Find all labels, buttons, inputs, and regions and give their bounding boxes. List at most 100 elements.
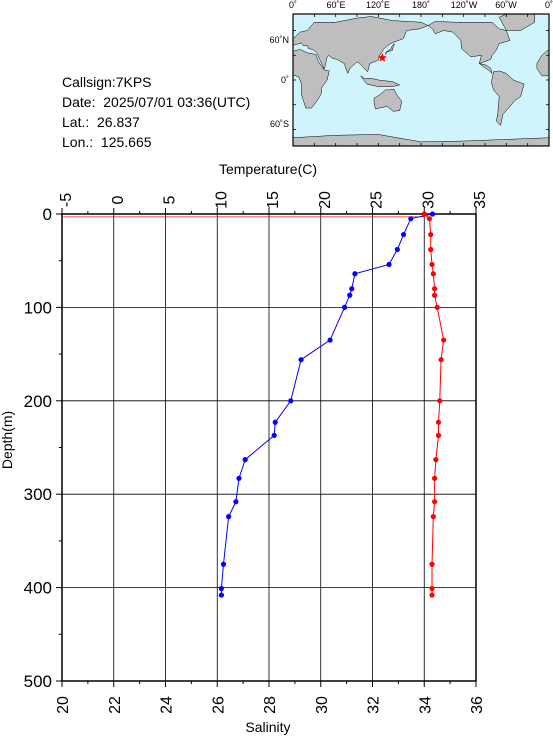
plot-area: -5 0 5 10 15 20 25 30 35 20 22 24 26 28 30 32 34 36 0 100… [0, 161, 489, 735]
world-map: 0˚ 60˚E 120˚E 180˚ 120˚W 60˚W 0˚ 60˚N 0˚… [269, 0, 553, 147]
temperature-point [218, 585, 224, 592]
longitude-label: Lon.: 125.665 [62, 134, 152, 150]
station-info: Callsign:7KPS Date: 2025/07/01 03:36(UTC… [62, 72, 250, 152]
temperature-point [288, 398, 294, 404]
temperature-point [233, 499, 239, 505]
map-ticks [292, 14, 550, 146]
depth-tick-label: 0 [43, 205, 52, 224]
salinity-point [434, 304, 440, 310]
temperature-point [341, 304, 348, 310]
salinity-point [429, 261, 435, 268]
salinity-point [435, 419, 442, 425]
map-top-label-2: 120˚E [366, 0, 390, 10]
salinity-point [426, 216, 433, 222]
landmass-south-america [491, 70, 525, 126]
depth-tick-label: 500 [24, 672, 52, 691]
latitude-label: Lat.: 26.837 [62, 114, 140, 130]
temperature-point [400, 231, 407, 238]
temperature-point [347, 292, 353, 298]
map-left-label-1: 0˚ [281, 75, 289, 85]
map-top-label-5: 60˚W [495, 0, 517, 10]
temperature-point [298, 357, 304, 363]
temperature-tick-label: 10 [213, 191, 230, 209]
salinity-point [429, 585, 435, 592]
salinity-point [432, 286, 438, 292]
temperature-point [218, 592, 224, 598]
salinity-point [435, 432, 442, 438]
temperature-point [271, 432, 277, 438]
temperature-tick-label: 0 [110, 195, 127, 204]
landmass-indonesia [360, 75, 401, 87]
salinity-tick-label: 28 [262, 696, 279, 714]
temperature-tick-label: 15 [265, 191, 282, 209]
temperature-tick-label: 25 [369, 191, 386, 209]
salinity-point [438, 357, 444, 363]
temperature-tick-label: 30 [420, 191, 437, 209]
salinity-tick-label: 24 [159, 696, 176, 714]
salinity-tick-labels: 20 22 24 26 28 30 32 34 36 [55, 696, 486, 714]
map-top-label-1: 60˚E [326, 0, 345, 10]
temperature-tick-labels: -5 0 5 10 15 20 25 30 35 [58, 191, 489, 209]
salinity-tick-label: 32 [366, 696, 383, 714]
salinity-point [429, 592, 435, 598]
depth-tick-labels: 0 100 200 300 400 500 [24, 205, 52, 691]
salinity-point [432, 475, 438, 481]
landmass-eurasia [292, 16, 429, 75]
temperature-point [349, 286, 355, 292]
salinity-tick-label: 22 [107, 696, 124, 714]
temperature-profile-line [220, 213, 433, 596]
map-left-label-0: 60˚N [269, 35, 289, 45]
salinity-profile-line [423, 213, 445, 596]
landmass-north-america [427, 21, 511, 64]
salinity-point [428, 246, 434, 253]
landmass-japan [385, 43, 395, 55]
landmass-africa-west [536, 50, 550, 77]
salinity-point [432, 499, 438, 505]
temperature-tick-label: 20 [317, 191, 334, 209]
salinity-tick-label: 34 [417, 696, 434, 714]
depth-tick-label: 200 [24, 392, 52, 411]
salinity-point [432, 292, 438, 298]
salinity-point [441, 337, 447, 343]
depth-axis-title: Depth(m) [0, 411, 15, 469]
salinity-point [430, 271, 436, 277]
temperature-point [394, 246, 400, 253]
temperature-point [236, 475, 242, 481]
station-marker-icon [377, 52, 388, 62]
landmass-central-america [479, 63, 493, 75]
map-top-label-3: 180˚ [412, 0, 430, 10]
landmass-australia [373, 88, 403, 112]
depth-tick-label: 400 [24, 579, 52, 598]
series-layer [62, 211, 447, 598]
depth-tick-label: 300 [24, 485, 52, 504]
plot-grid [61, 213, 477, 682]
salinity-point [433, 457, 439, 463]
temperature-point [242, 457, 248, 463]
axis-ticks [56, 208, 477, 687]
depth-tick-label: 100 [24, 298, 52, 317]
map-top-label-4: 120˚W [451, 0, 478, 10]
temperature-tick-label: -5 [58, 193, 75, 207]
temperature-point [327, 337, 333, 343]
salinity-tick-label: 36 [469, 696, 486, 714]
temperature-tick-label: 35 [472, 191, 489, 209]
temperature-point [429, 211, 436, 217]
temperature-point [386, 261, 392, 268]
date-label: Date: 2025/07/01 03:36(UTC) [62, 94, 251, 110]
salinity-point [429, 561, 435, 567]
salinity-point [437, 398, 443, 404]
salinity-tick-label: 26 [210, 696, 227, 714]
temperature-point [408, 216, 414, 222]
salinity-point [428, 231, 434, 238]
callsign-label: Callsign:7KPS [62, 74, 152, 90]
temperature-point [220, 561, 227, 567]
salinity-tick-label: 20 [55, 696, 72, 714]
temperature-point [226, 514, 232, 520]
temperature-point [352, 271, 358, 277]
salinity-tick-label: 30 [314, 696, 331, 714]
star-icon [377, 52, 388, 62]
temperature-tick-label: 5 [162, 195, 179, 204]
salinity-point [430, 514, 436, 520]
salinity-point [421, 211, 427, 217]
